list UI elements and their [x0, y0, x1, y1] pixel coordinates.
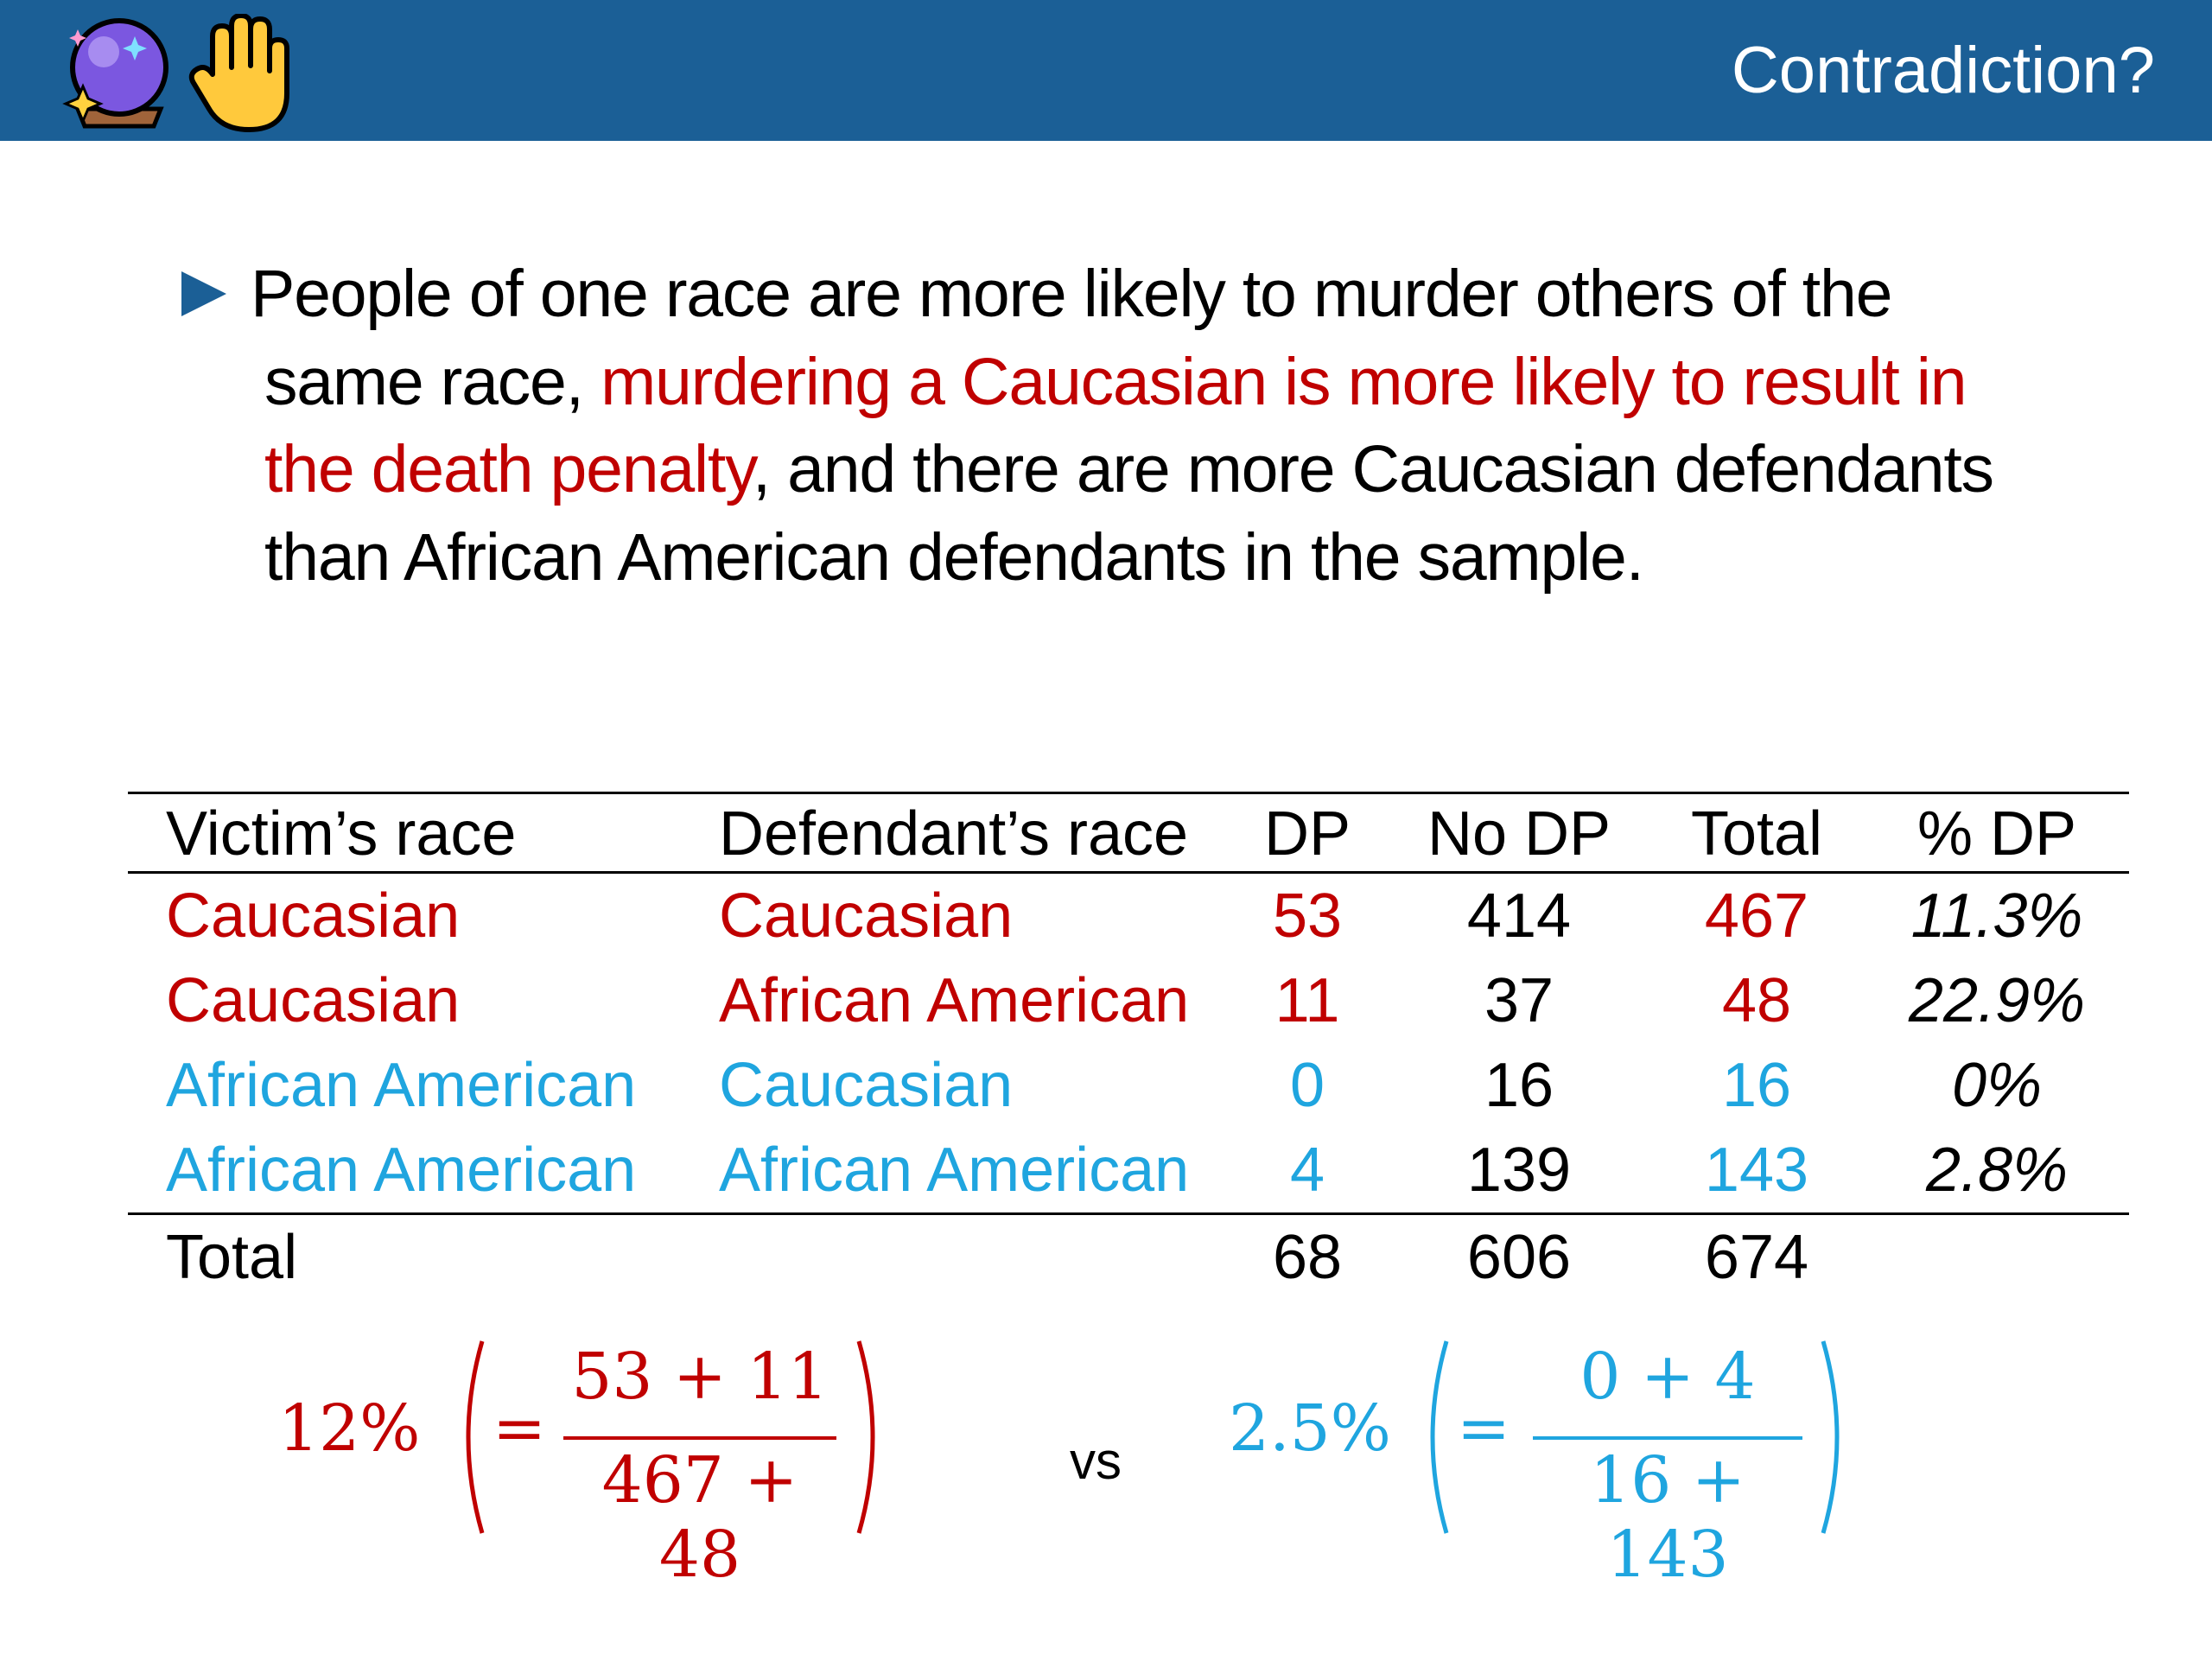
total-label: Total [166, 1223, 298, 1292]
total-no-dp-cell: 606 [1466, 1223, 1572, 1292]
defendant-race-cell: African American [719, 966, 1190, 1035]
bullet-text-start: People of one race are more likely to mu… [251, 257, 1892, 419]
header-bar: Contradiction? [0, 0, 2212, 141]
formula-equals: = [493, 1391, 547, 1466]
column-header: Total [1690, 799, 1823, 869]
formula-denominator: 16 + 143 [1590, 1443, 1745, 1592]
right-paren [1821, 1340, 1840, 1534]
victim-race-cell: Caucasian [166, 881, 461, 951]
pct-dp-cell: 22.9% [1908, 966, 2086, 1035]
victim-race-cell: African American [166, 1051, 637, 1120]
total-cell: 467 [1704, 881, 1809, 951]
column-header: DP [1263, 799, 1351, 869]
african-american-victim-formula: 2.5% = 0 + 4 16 + 143 [1225, 1338, 1865, 1592]
dp-cell: 11 [1274, 966, 1340, 1035]
formula-percent: 2.5% [1229, 1391, 1391, 1466]
right-paren [856, 1340, 875, 1534]
dp-cell: 4 [1289, 1136, 1325, 1205]
column-header: No DP [1427, 799, 1611, 869]
total-cell: 48 [1721, 966, 1792, 1035]
bullet-text-end: , and there are more Caucasian defendant… [264, 432, 1994, 595]
fraction-bar [1533, 1436, 1802, 1440]
formula-numerator: 0 + 4 [1580, 1340, 1756, 1414]
formula-equals: = [1457, 1391, 1511, 1466]
death-penalty-table: Victim’s race Defendant’s race DP No DP … [128, 792, 2129, 1300]
column-header: Defendant’s race [719, 799, 1189, 869]
bullet-text-highlight: murdering a Caucasian is more likely to … [264, 344, 1967, 507]
crystal-ball-icon [62, 18, 168, 129]
dp-cell: 0 [1289, 1051, 1325, 1120]
dp-cell: 53 [1272, 881, 1343, 951]
column-header: Victim’s race [166, 799, 517, 869]
formula-denominator: 467 + 48 [601, 1443, 798, 1592]
formula-numerator: 53 + 11 [571, 1340, 829, 1414]
vs-label: vs [1070, 1432, 1122, 1490]
table-total-row: Total 68 606 674 [128, 1213, 2129, 1301]
caucasian-victim-formula: 12% = 53 + 11 467 + 48 [275, 1338, 914, 1592]
formula-percent: 12% [278, 1391, 421, 1466]
no-dp-cell: 16 [1484, 1051, 1554, 1120]
defendant-race-cell: African American [719, 1136, 1190, 1205]
raised-hand-icon [188, 14, 289, 132]
total-cell: 143 [1704, 1136, 1809, 1205]
table-header-row: Victim’s race Defendant’s race DP No DP … [128, 792, 2129, 873]
no-dp-cell: 139 [1466, 1136, 1572, 1205]
victim-race-cell: Caucasian [166, 966, 461, 1035]
pct-dp-cell: 0% [1951, 1051, 2043, 1120]
no-dp-cell: 414 [1466, 881, 1572, 951]
defendant-race-cell: Caucasian [719, 1051, 1014, 1120]
left-paren [466, 1340, 485, 1534]
bullet-text: People of one race are more likely to mu… [180, 251, 2063, 601]
left-paren [1430, 1340, 1449, 1534]
column-header: % DP [1916, 799, 2077, 869]
table-row: African American Caucasian 0 16 16 0% [128, 1043, 2129, 1128]
pct-dp-cell: 2.8% [1925, 1136, 2069, 1205]
pct-dp-cell: 11.3% [1910, 881, 2083, 951]
no-dp-cell: 37 [1484, 966, 1554, 1035]
victim-race-cell: African American [166, 1136, 637, 1205]
bullet-point: People of one race are more likely to mu… [180, 251, 2063, 601]
empty-cell [1865, 1214, 2129, 1301]
fraction-bar [563, 1436, 836, 1440]
table-row: Caucasian African American 11 37 48 22.9… [128, 958, 2129, 1043]
table-row: African American African American 4 139 … [128, 1128, 2129, 1214]
slide-title: Contradiction? [1731, 34, 2155, 107]
total-cell: 16 [1721, 1051, 1792, 1120]
total-dp-cell: 68 [1272, 1223, 1343, 1292]
defendant-race-cell: Caucasian [719, 881, 1014, 951]
triangle-bullet-icon [181, 271, 226, 316]
grand-total-cell: 674 [1704, 1223, 1809, 1292]
empty-cell [681, 1214, 1225, 1301]
table-row: Caucasian Caucasian 53 414 467 11.3% [128, 873, 2129, 959]
